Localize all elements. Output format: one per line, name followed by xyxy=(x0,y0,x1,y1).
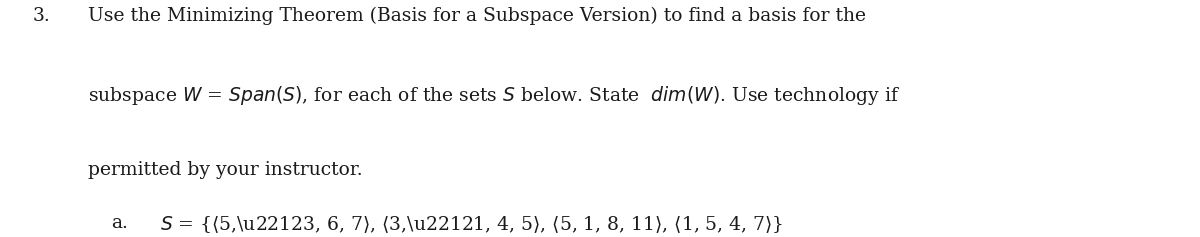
Text: permitted by your instructor.: permitted by your instructor. xyxy=(88,161,362,179)
Text: $\mathit{S}$ = {$\langle$5,\u22123, 6, 7$\rangle$, $\langle$3,\u22121, 4, 5$\ran: $\mathit{S}$ = {$\langle$5,\u22123, 6, 7… xyxy=(160,214,782,235)
Text: a.: a. xyxy=(112,214,128,232)
Text: Use the Minimizing Theorem (Basis for a Subspace Version) to find a basis for th: Use the Minimizing Theorem (Basis for a … xyxy=(88,7,865,25)
Text: subspace $\mathit{W}$ = $\mathit{Span}(\mathit{S})$, for each of the sets $\math: subspace $\mathit{W}$ = $\mathit{Span}(\… xyxy=(88,84,900,107)
Text: 3.: 3. xyxy=(32,7,50,25)
